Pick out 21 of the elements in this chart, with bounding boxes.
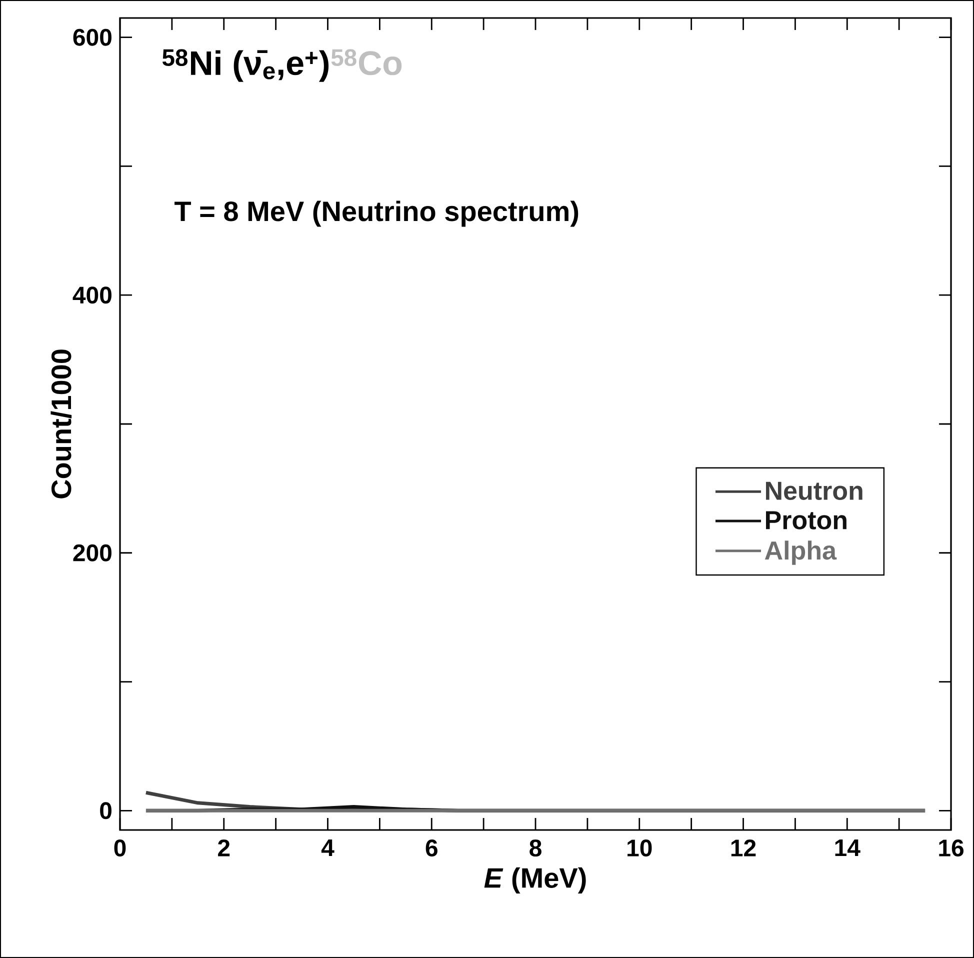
y-tick-label: 400 — [72, 286, 112, 304]
x-tick-label: 4 — [321, 840, 334, 856]
x-tick-label: 0 — [114, 840, 126, 857]
legend-label: Alpha — [764, 540, 837, 565]
legend-label: Neutron — [766, 482, 862, 500]
legend-label: Proton — [766, 511, 846, 530]
x-tick-label: 8 — [530, 840, 542, 857]
x-tick-label: 2 — [218, 840, 230, 856]
x-tick-label: 16 — [939, 840, 964, 857]
annotation: $^{58}$Co — [331, 49, 402, 76]
x-tick-label: 12 — [731, 840, 756, 856]
y-tick-label: 0 — [100, 802, 112, 820]
y-axis-title: Count/1000 — [50, 350, 72, 498]
x-tick-label: 10 — [628, 840, 652, 857]
x-tick-label: 14 — [835, 840, 860, 856]
x-axis-title: E (MeV) — [484, 867, 586, 894]
text: $^{58}$Ni (ν̄$_{e}$,e$^{+}$) — [162, 49, 329, 82]
y-tick-label: 600 — [73, 28, 112, 46]
x-tick-label: 6 — [426, 840, 438, 857]
y-tick-label: 200 — [73, 544, 112, 562]
text: T = 8 MeV (Neutrino spectrum) — [174, 200, 578, 227]
